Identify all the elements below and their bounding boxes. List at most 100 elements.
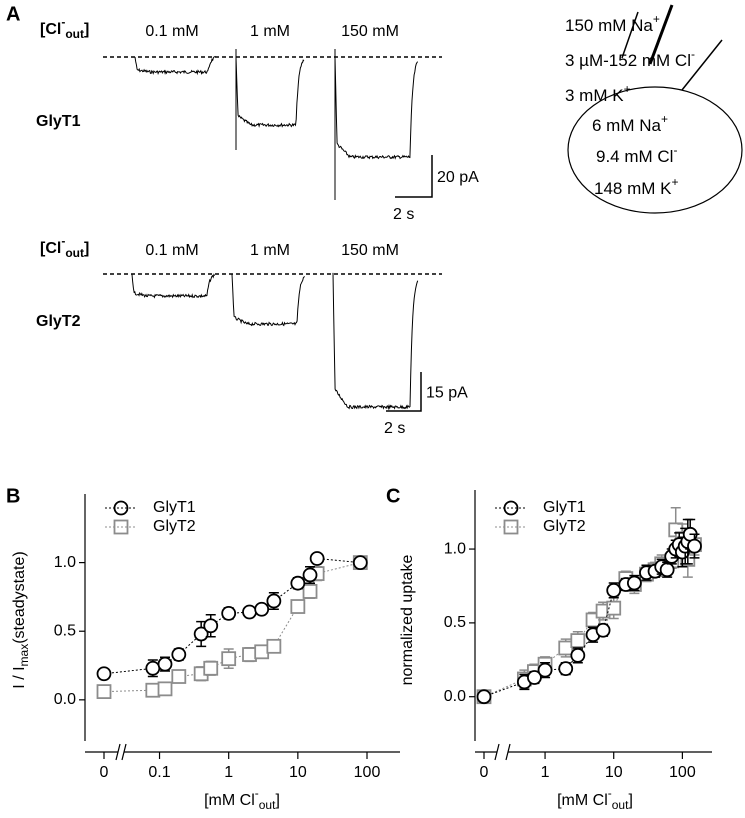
axis-break <box>505 743 511 761</box>
x-tick-label: 0.1 <box>148 764 170 781</box>
x-tick-label: 1 <box>541 764 550 781</box>
cl-label-text: [Cl <box>40 21 61 38</box>
cell <box>567 86 743 214</box>
cl-label-text: [Cl <box>40 240 61 257</box>
marker <box>254 601 270 617</box>
marker <box>302 567 318 583</box>
pipette-solution: 9.4 mM Cl- <box>596 143 677 166</box>
bath-solution-sup: + <box>624 82 631 96</box>
current-trace <box>334 57 419 160</box>
marker <box>606 583 622 598</box>
x-axis-label-end: ] <box>275 792 279 809</box>
x-tick-label: 0 <box>100 764 109 781</box>
panel-letter: B <box>6 485 20 507</box>
cl-label-sup: - <box>61 234 65 248</box>
y-axis-label: normalized uptake <box>399 555 416 686</box>
pipette-solution: 6 mM Na+ <box>592 112 668 135</box>
x-tick-label: 10 <box>289 764 307 781</box>
series-line <box>103 562 361 693</box>
y-axis-label-sub: max <box>17 644 31 667</box>
marker <box>503 519 519 535</box>
pipette-wall <box>621 11 639 59</box>
cl-label-sub: out <box>65 246 84 260</box>
marker <box>221 605 237 621</box>
concentration: 0.1 mM <box>145 23 198 40</box>
marker <box>266 593 282 609</box>
scale-x-label: 2 s <box>384 420 405 437</box>
concentration: 1 mM <box>250 23 290 40</box>
scale-bar <box>395 155 433 198</box>
marker <box>113 500 129 516</box>
y-tick-label: 1.0 <box>54 554 76 571</box>
axis-break <box>121 743 127 761</box>
current-trace <box>131 273 216 299</box>
y-axis-label-text: normalized uptake <box>399 555 416 686</box>
marker <box>570 647 586 663</box>
pipette-solution-sup: - <box>673 143 677 157</box>
x-axis-label-sup: - <box>255 786 259 800</box>
axis-break <box>494 743 500 761</box>
marker <box>96 666 112 682</box>
marker <box>203 618 219 634</box>
x-axis-label: [mM Cl-out] <box>557 786 633 812</box>
marker <box>157 681 173 697</box>
bath-solution-text: 3 mM K <box>565 86 624 105</box>
legend-label: GlyT2 <box>543 518 586 535</box>
y-tick-label: 0.0 <box>444 688 466 705</box>
scale-y-label: 15 pA <box>426 385 468 402</box>
marker <box>476 689 492 705</box>
pipette-wall <box>648 4 674 65</box>
cl-label: [Cl-out] <box>40 234 89 260</box>
concentration: 150 mM <box>341 242 399 259</box>
x-tick-label: 100 <box>669 764 696 781</box>
marker <box>290 575 306 591</box>
cl-label-end: ] <box>84 240 89 257</box>
panel-letter: C <box>386 485 400 507</box>
marker <box>145 682 161 698</box>
x-tick-label: 0 <box>480 764 489 781</box>
marker <box>537 662 553 678</box>
marker <box>290 599 306 614</box>
marker <box>352 555 368 571</box>
cl-label-end: ] <box>84 21 89 38</box>
legend-label: GlyT1 <box>153 499 196 516</box>
legend-label: GlyT1 <box>543 499 586 516</box>
x-axis-label-text: [mM Cl <box>557 792 608 809</box>
concentration: 1 mM <box>250 242 290 259</box>
x-axis-label-sub: out <box>612 798 629 812</box>
marker <box>606 600 622 616</box>
marker <box>203 660 219 676</box>
marker <box>221 651 237 667</box>
panel-letter: A <box>6 3 20 25</box>
concentration: 0.1 mM <box>145 242 198 259</box>
x-axis-label-text: [mM Cl <box>204 792 255 809</box>
marker <box>242 604 257 620</box>
x-tick-label: 10 <box>605 764 623 781</box>
x-axis-label-end: ] <box>628 792 632 809</box>
marker <box>113 519 129 535</box>
y-tick-label: 0.5 <box>54 622 76 639</box>
y-axis-label-end: (steadystate) <box>11 551 28 643</box>
transporter-label: GlyT2 <box>36 313 81 330</box>
bath-solution-text: 150 mM Na <box>565 16 653 35</box>
marker <box>157 656 173 672</box>
current-trace <box>231 274 305 327</box>
current-trace <box>235 57 305 128</box>
marker <box>242 647 257 662</box>
cl-label: [Cl-out] <box>40 15 89 41</box>
pipette-solution: 148 mM K+ <box>594 175 679 198</box>
cl-label-sup: - <box>61 15 65 29</box>
concentration: 150 mM <box>341 23 399 40</box>
marker <box>558 640 574 656</box>
marker <box>626 575 642 591</box>
marker <box>193 626 209 642</box>
bath-solution-sup: - <box>691 47 695 61</box>
cl-label-sub: out <box>65 27 84 41</box>
scale-y-label: 20 pA <box>437 169 479 186</box>
pipette-solution-text: 9.4 mM Cl <box>596 147 673 166</box>
marker <box>145 660 161 676</box>
pipette-wall <box>681 39 723 91</box>
marker <box>595 622 611 638</box>
current-trace <box>134 55 216 76</box>
marker <box>687 538 702 554</box>
